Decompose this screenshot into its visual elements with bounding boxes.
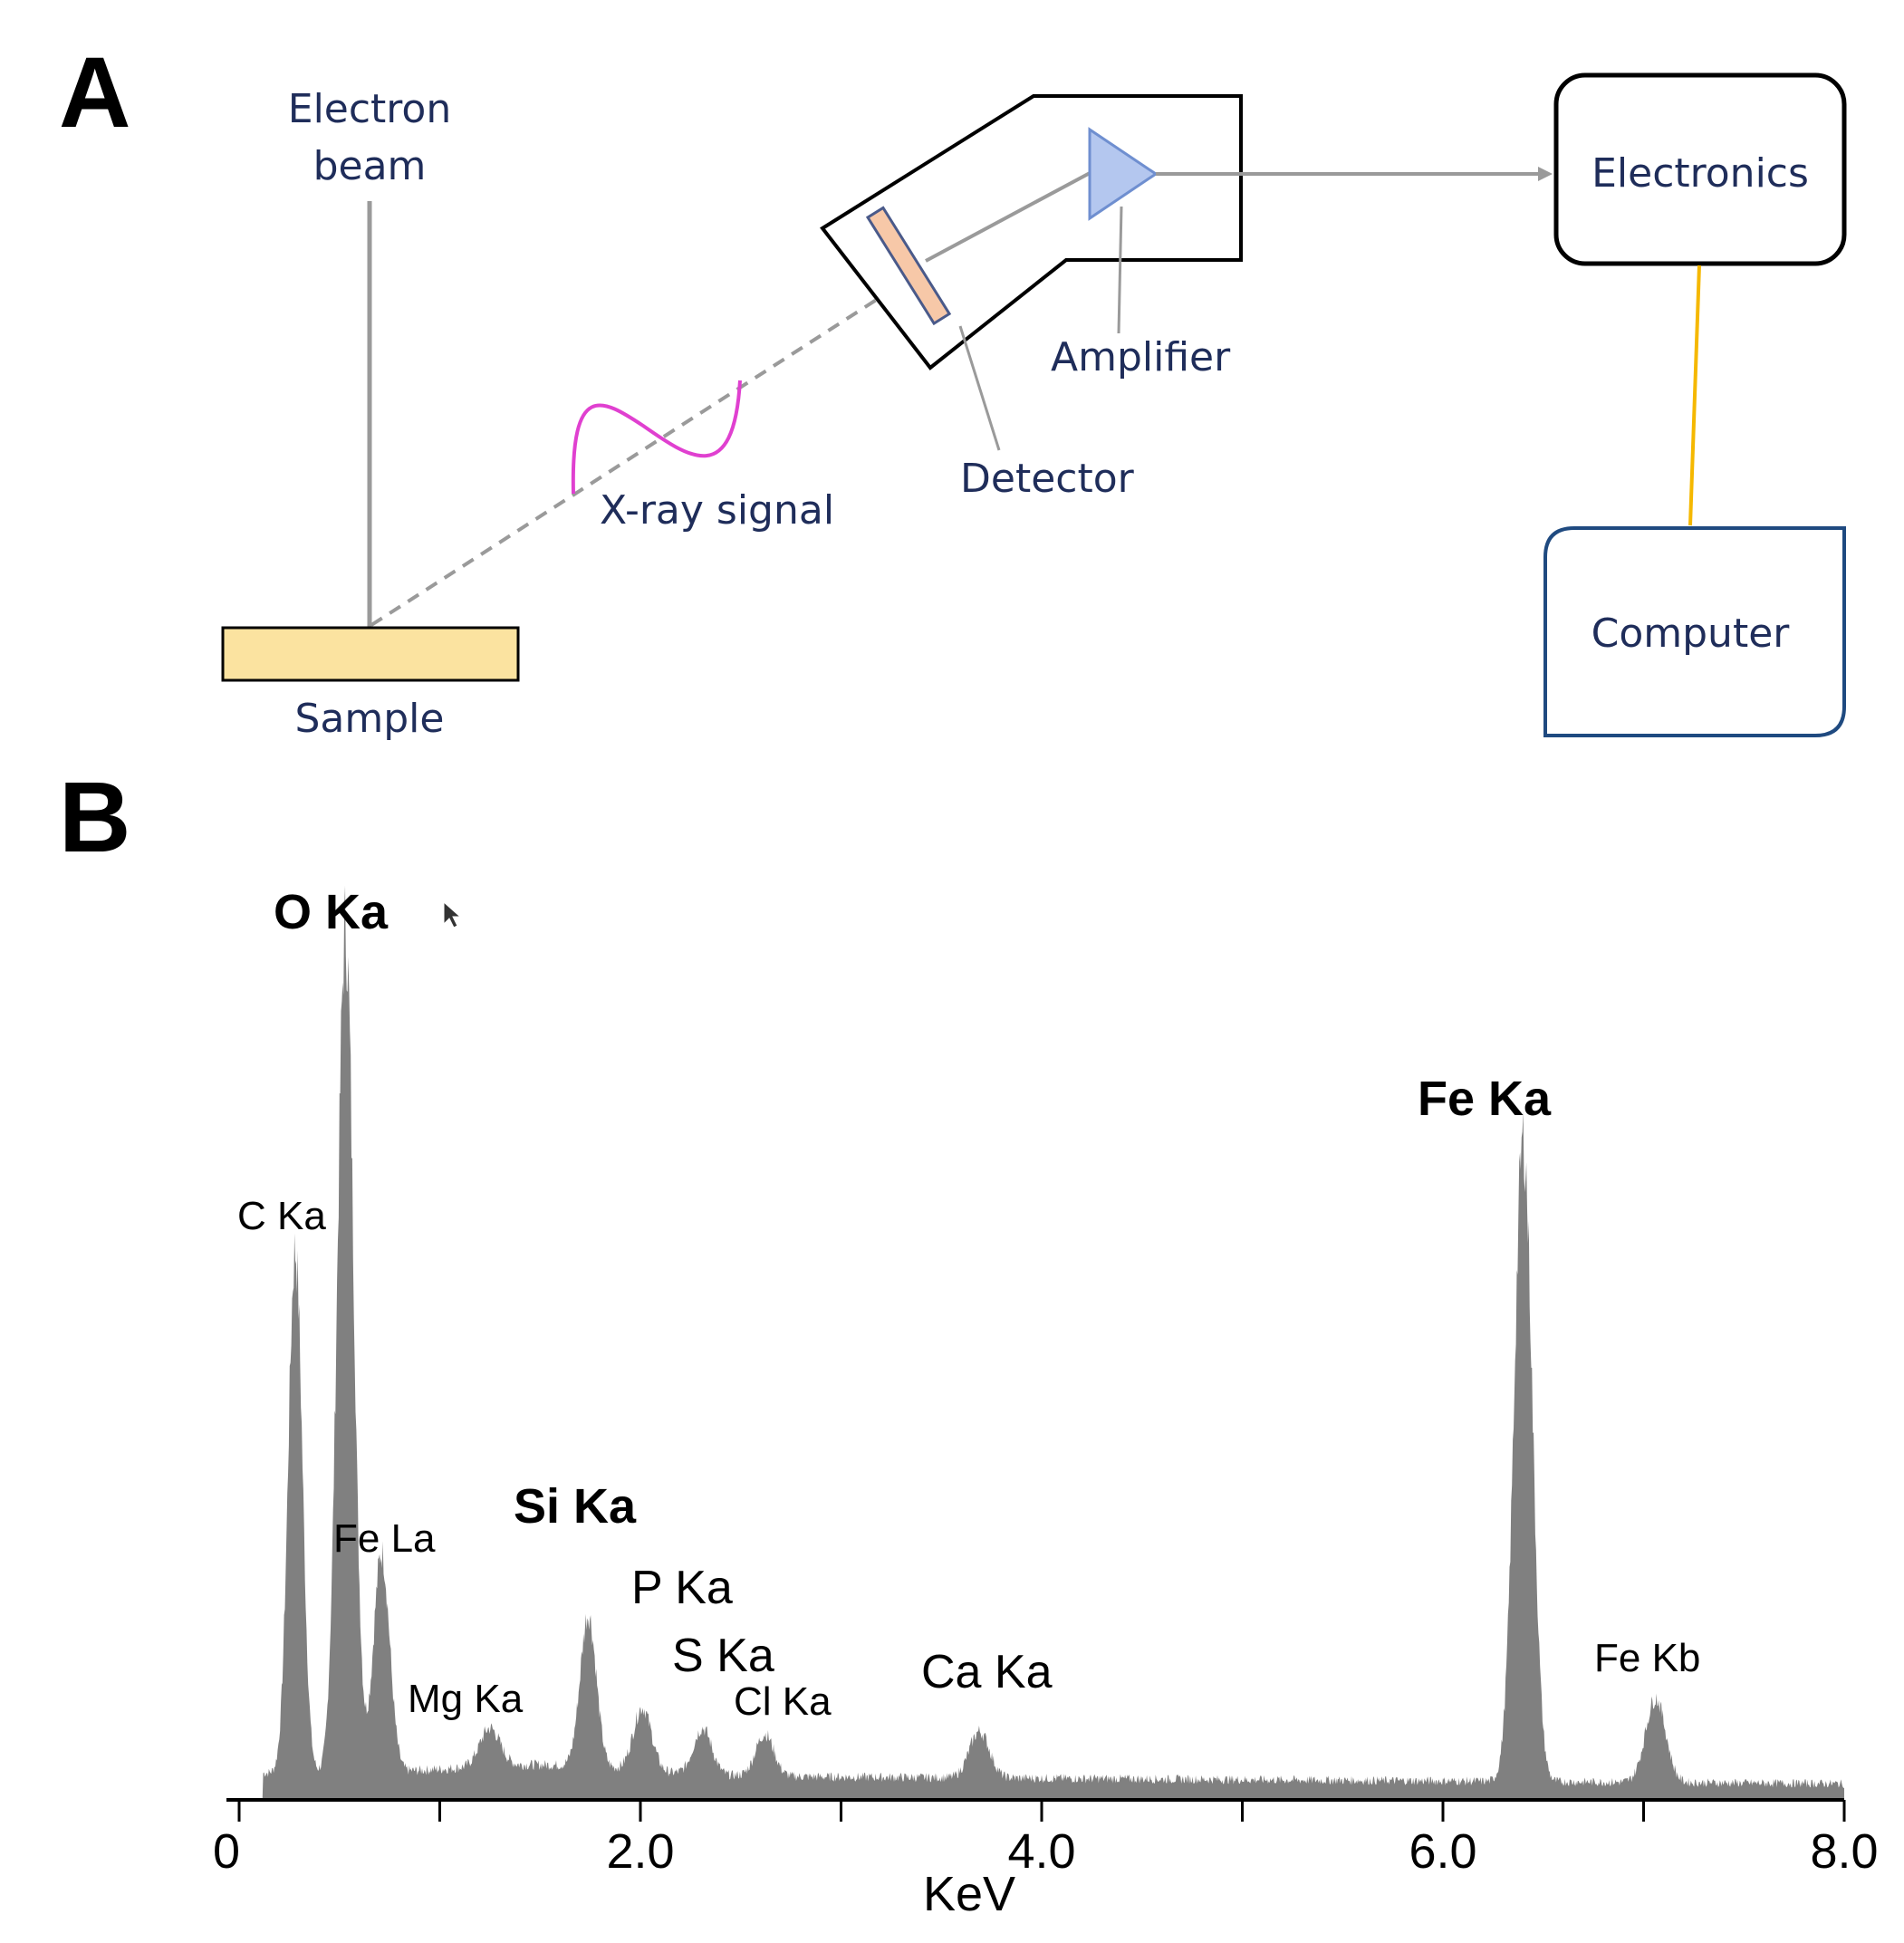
detector-label: Detector [960, 456, 1135, 502]
x-axis-tick-labels: 0 2.0 4.0 6.0 8.0 [213, 1824, 1879, 1879]
electron-beam-label-line2: beam [313, 143, 427, 189]
x-tick-label: 8.0 [1810, 1824, 1878, 1879]
peak-label: Fe Kb [1594, 1636, 1700, 1680]
peak-label: Ca Ka [921, 1646, 1053, 1698]
x-axis-title: KeV [923, 1867, 1015, 1921]
sample-label: Sample [295, 696, 445, 742]
panel-b-letter: B [59, 762, 130, 873]
peak-label: C Ka [237, 1194, 326, 1238]
amplifier-leader-line [1117, 206, 1123, 334]
computer-box [1543, 526, 1846, 737]
sample-block [221, 626, 520, 682]
x-axis-ticks [237, 1800, 1846, 1822]
peak-label: Mg Ka [408, 1677, 524, 1721]
electronics-box [1553, 72, 1847, 266]
xray-path-dashed [370, 279, 908, 627]
detector-leader-line [958, 325, 1001, 451]
x-tick-label: 0 [213, 1824, 240, 1879]
panel-a-letter: A [59, 37, 130, 149]
peak-label: Cl Ka [734, 1679, 832, 1724]
panel-a: A Electron beam Sample X-ray signal Dete… [59, 37, 1847, 928]
peak-label: Fe Ka [1418, 1072, 1552, 1126]
peak-label: O Ka [274, 885, 389, 939]
peak-label: Fe La [333, 1516, 436, 1561]
electron-beam-label-line1: Electron [288, 86, 451, 132]
xray-signal-label: X-ray signal [600, 487, 834, 534]
spectrum-area [259, 885, 1845, 1800]
mouse-cursor-icon [443, 900, 462, 928]
x-tick-label: 4.0 [1007, 1824, 1075, 1879]
electronics-computer-connector [1688, 265, 1701, 526]
xray-wave [571, 380, 742, 495]
panel-b: B 0 2.0 4.0 6.0 8.0 KeV C Ka O Ka Fe La Mg Ka Si… [59, 762, 1879, 1921]
peak-label: P Ka [631, 1562, 733, 1614]
computer-label: Computer [1591, 611, 1791, 657]
x-tick-label: 2.0 [606, 1824, 674, 1879]
arrowhead-icon [1538, 167, 1553, 181]
amplifier-triangle [1088, 127, 1159, 221]
electronics-label: Electronics [1591, 150, 1809, 197]
x-tick-label: 6.0 [1409, 1824, 1476, 1879]
detector-crystal [865, 206, 952, 326]
peak-label: S Ka [672, 1630, 774, 1682]
detector-amplifier-line [925, 170, 1092, 263]
amplifier-label: Amplifier [1051, 334, 1231, 380]
peak-label: Si Ka [514, 1479, 637, 1534]
eds-spectrum-chart: 0 2.0 4.0 6.0 8.0 KeV C Ka O Ka Fe La Mg Ka Si K… [213, 885, 1879, 1921]
